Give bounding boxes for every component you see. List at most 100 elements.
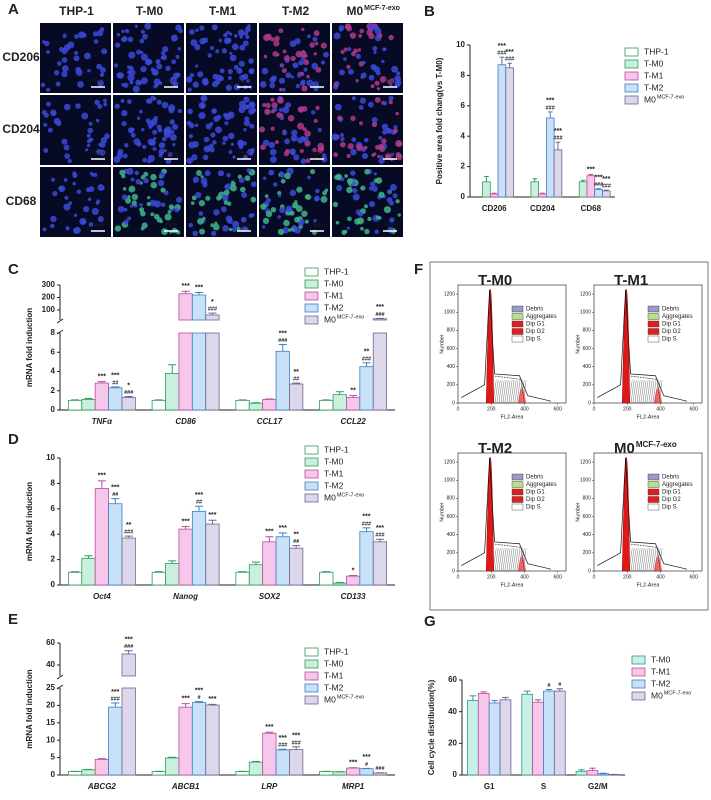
cell [88,121,93,126]
cell [249,123,255,129]
legend-label: T-M0 [324,278,344,288]
bar [248,761,264,776]
y-tick-label: 1000 [580,310,591,316]
flow-hatch [644,380,649,404]
cell [189,72,195,78]
cell [209,121,214,126]
column-label-sup: MCF-7-exo [364,5,400,12]
cell [292,202,299,209]
cell [339,132,345,138]
flow-hatch [634,380,639,404]
cell [202,216,206,221]
cell [86,133,91,138]
cell [87,197,92,201]
flow-axes [593,284,703,404]
cell [231,43,239,51]
flow-legend-label: Aggregates [662,314,693,320]
y-tick-label: 60 [448,675,457,684]
y-tick-label: 4 [51,367,56,376]
cell [99,72,105,77]
cell [378,143,385,151]
bar [151,571,166,586]
cell [270,156,277,163]
cell [212,223,220,231]
y-tick-label: 8 [51,328,56,337]
cell [64,195,69,200]
cell [131,200,137,206]
cell [301,105,308,112]
panel-label: G [424,613,436,630]
bar [178,293,193,321]
significance-hash: ### [553,136,562,142]
cell [211,80,219,88]
cell [306,34,311,39]
cell [177,47,182,51]
flow-hatch [494,548,499,572]
cell [292,62,299,69]
legend-swatch [304,659,319,669]
cell [87,127,94,134]
cell [136,49,142,55]
cell [338,24,345,31]
legend-label: THP-1 [324,266,349,276]
y-tick-label: 100 [42,305,56,314]
flow-hatch [632,548,637,572]
cell [200,175,204,179]
significance-star: ** [293,369,299,376]
bar [178,528,193,586]
cell [152,146,157,151]
flow-hatch [504,380,509,404]
cell [170,34,179,42]
cell [84,52,91,60]
flow-legend-label: Dip G2 [662,497,681,503]
y-tick-label: 6 [51,347,56,356]
flow-hatch [500,380,505,404]
cell [323,51,329,58]
significance-hash: ### [594,182,603,188]
cell [290,75,295,79]
flow-hatch [500,548,505,572]
significance-star: *** [195,492,203,499]
flow-hatch [496,380,501,404]
significance-hash: ## [293,539,299,545]
cell [360,226,364,231]
significance-star: *** [182,283,190,290]
cell [283,150,290,157]
cell [281,68,287,74]
cell [85,148,89,152]
cell [87,68,91,73]
y-tick-label: 15 [46,718,55,727]
flow-hatch [638,548,643,572]
cell [160,187,166,193]
cell [262,102,267,108]
cell [168,204,175,210]
cell [153,84,158,89]
cell [97,184,105,191]
cell [339,176,345,182]
cell [347,143,354,150]
flow-hatch [506,548,511,572]
y-tick-label: 2 [51,386,56,395]
flow-legend-label: Dip G2 [526,497,545,503]
cell [346,226,350,230]
cell [309,169,316,175]
cell [273,40,280,47]
flow-hatch [514,380,519,404]
flow-legend-swatch [647,496,660,503]
bar [372,318,388,321]
cell [202,37,209,44]
significance-star: *** [265,724,273,731]
significance-star: *** [208,512,216,519]
cell [333,32,341,40]
cell [260,203,267,210]
bar [594,188,603,198]
cell [395,111,399,116]
legend-label: T-M1 [644,70,664,80]
cell [250,147,255,152]
cell [369,181,376,187]
significance-hash: ### [278,743,287,749]
cell [390,152,395,157]
cell [175,54,180,59]
cell [305,158,311,164]
